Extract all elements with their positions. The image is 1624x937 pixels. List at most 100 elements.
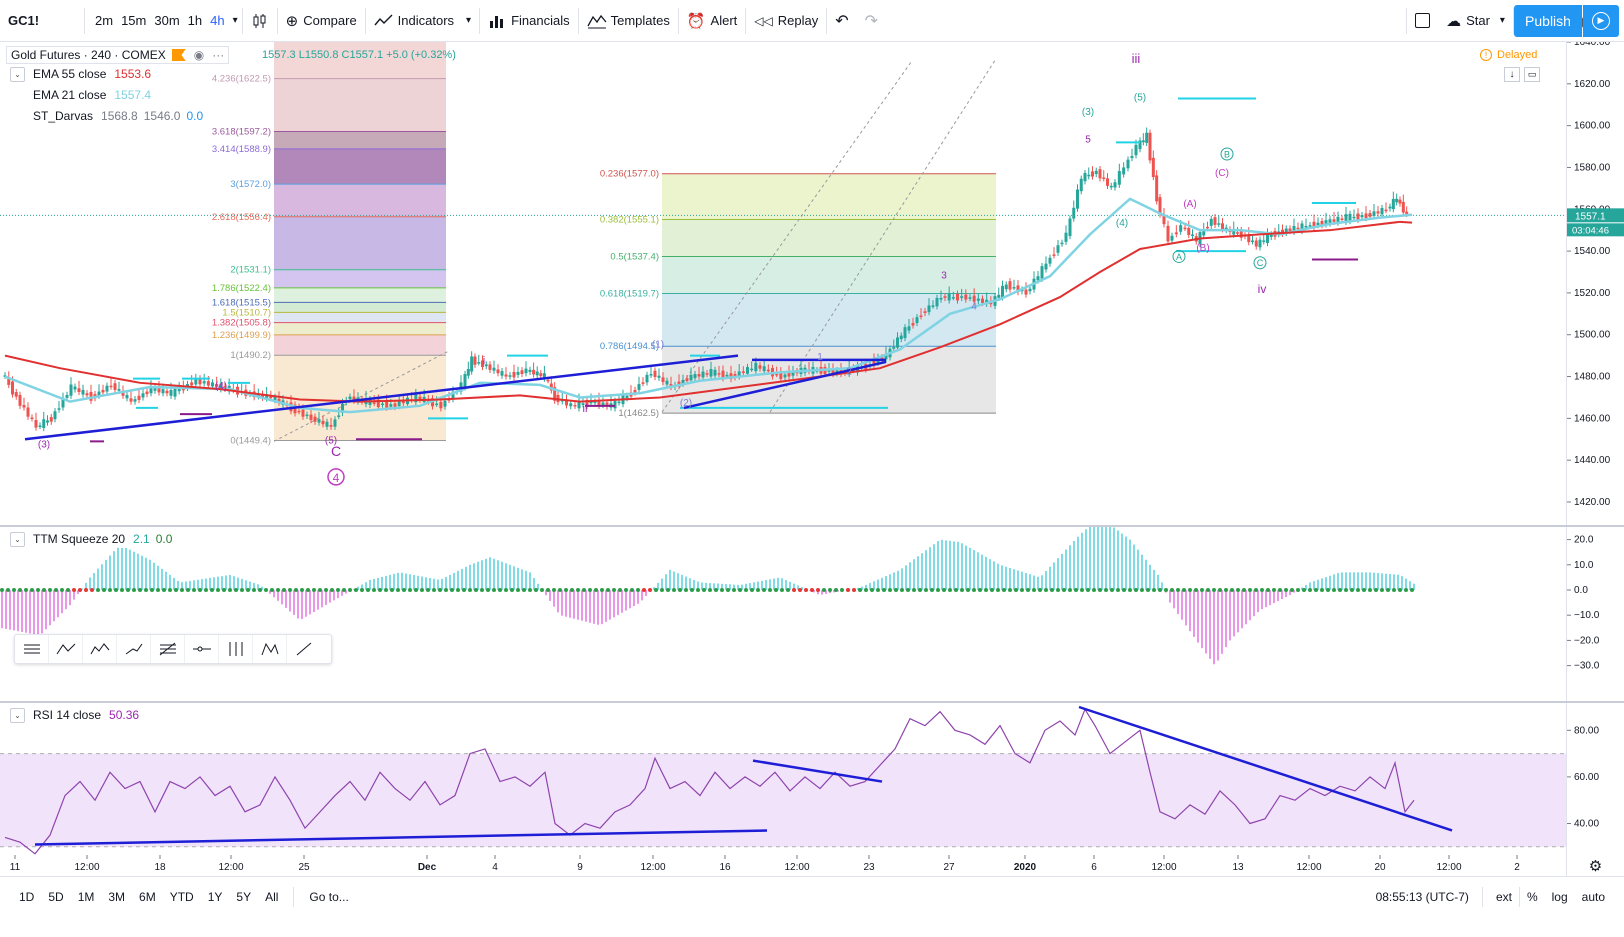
- candle-body: [754, 362, 758, 372]
- percent-toggle[interactable]: %: [1526, 890, 1538, 904]
- horizontal-ray-icon[interactable]: [185, 635, 219, 663]
- templates-button[interactable]: Templates: [579, 0, 678, 42]
- xabcd-pattern-icon[interactable]: [253, 635, 287, 663]
- vertical-lines-icon[interactable]: [219, 635, 253, 663]
- indicators-button[interactable]: Indicators ▾: [366, 0, 479, 42]
- divider: [293, 887, 295, 907]
- price-axis[interactable]: 1640.001620.001600.001580.001560.001540.…: [1566, 37, 1624, 525]
- range-3m[interactable]: 3M: [108, 890, 126, 904]
- candle-body: [65, 394, 69, 398]
- redo-icon[interactable]: ↷: [864, 12, 879, 30]
- ttm-pane[interactable]: [0, 527, 1566, 701]
- symbol-search[interactable]: GC1!: [8, 13, 40, 28]
- rsi-tick-label: 80.00: [1574, 725, 1599, 736]
- financials-button[interactable]: Financials: [480, 0, 578, 42]
- replay-button[interactable]: ◁◁ Replay: [746, 0, 826, 42]
- candle-body: [313, 416, 317, 422]
- publish-button[interactable]: Publish: [1514, 5, 1582, 37]
- gear-icon[interactable]: ⚙: [1566, 855, 1624, 876]
- ttm-dot: [618, 588, 622, 592]
- ext-toggle[interactable]: ext: [1495, 890, 1512, 904]
- chart-type-button[interactable]: [243, 0, 277, 42]
- darvas-legend[interactable]: ST_Darvas 1568.8 1546.0 0.0: [33, 107, 204, 125]
- trend-line-icon[interactable]: [287, 635, 321, 663]
- ttm-axis[interactable]: 30.020.010.00.0−10.0−20.0−30.0: [1566, 509, 1624, 701]
- range-ytd[interactable]: YTD: [169, 890, 194, 904]
- range-5y[interactable]: 5Y: [236, 890, 252, 904]
- more-icon[interactable]: ···: [212, 48, 225, 62]
- rsi-pane[interactable]: [0, 703, 1566, 855]
- price-chart[interactable]: 4.236(1622.5) 3.618(1597.2) 3.414(1588.9) 3…: [0, 42, 1566, 525]
- collapse-icon[interactable]: ⌄: [10, 66, 25, 82]
- arrow-down-icon[interactable]: ↓: [1504, 67, 1520, 82]
- collapse-icon[interactable]: ⌄: [10, 707, 25, 723]
- interval-2m[interactable]: 2m: [95, 13, 114, 28]
- interval-dropdown-icon[interactable]: ▾: [232, 15, 238, 26]
- candle-body: [81, 389, 85, 395]
- abc-pattern-icon[interactable]: [49, 635, 83, 663]
- clock-time[interactable]: 08:55:13 (UTC-7): [1375, 890, 1469, 904]
- range-1d[interactable]: 1D: [19, 890, 35, 904]
- compare-label: Compare: [303, 13, 357, 28]
- rsi-chart[interactable]: [0, 703, 1566, 855]
- interval-1h[interactable]: 1h: [187, 13, 203, 28]
- compare-button[interactable]: ⊕ Compare: [278, 0, 365, 42]
- range-6m[interactable]: 6M: [139, 890, 156, 904]
- collapse-icon[interactable]: ⌄: [10, 531, 25, 547]
- ttm-dot: [588, 588, 592, 592]
- ttm-dot: [72, 588, 76, 592]
- auto-toggle[interactable]: auto: [1581, 890, 1605, 904]
- eye-icon[interactable]: ◉: [193, 48, 205, 62]
- maximize-icon[interactable]: ▭: [1524, 67, 1540, 82]
- publish-play-button[interactable]: ▶: [1583, 5, 1619, 37]
- goto-button[interactable]: Go to...: [309, 890, 349, 904]
- path-icon[interactable]: [117, 635, 151, 663]
- interval-15m[interactable]: 15m: [121, 13, 147, 28]
- delayed-badge[interactable]: ! Delayed: [1480, 46, 1537, 64]
- range-1y[interactable]: 1Y: [207, 890, 223, 904]
- time-axis[interactable]: 11 12:00 18 12:00 25 Dec 4 9 12:00 16 12:00 23 27 202…: [0, 855, 1566, 876]
- candle-body: [211, 382, 214, 387]
- flag-icon[interactable]: [171, 49, 186, 61]
- interval-4h[interactable]: 4h: [210, 13, 225, 28]
- candle-body: [329, 425, 333, 427]
- time-tick-label: 12:00: [640, 862, 665, 873]
- rsi-legend[interactable]: ⌄ RSI 14 close 50.36: [10, 706, 140, 724]
- interval-30m[interactable]: 30m: [154, 13, 180, 28]
- ttm-dot: [606, 588, 610, 592]
- layout-button[interactable]: [1407, 0, 1438, 42]
- ttm-dot: [1410, 588, 1414, 592]
- candle-body: [38, 425, 42, 427]
- ema21-legend[interactable]: EMA 21 close 1557.4: [33, 86, 152, 104]
- pane-divider[interactable]: [0, 525, 1624, 527]
- ttm-dot: [96, 588, 100, 592]
- fib-ext-zone: [274, 334, 446, 356]
- ttm-chart[interactable]: [0, 527, 1566, 701]
- wave-pattern-icon[interactable]: [83, 635, 117, 663]
- log-toggle[interactable]: log: [1551, 890, 1568, 904]
- save-layout-button[interactable]: ☁ Star ▾: [1438, 0, 1513, 42]
- candle-body: [1247, 234, 1251, 243]
- ema55-legend[interactable]: ⌄ EMA 55 close 1553.6: [10, 65, 152, 83]
- range-5d[interactable]: 5D: [48, 890, 64, 904]
- symbol-legend[interactable]: Gold Futures · 240 · COMEX ◉ ···: [6, 46, 230, 64]
- ttm-axis-scale[interactable]: 30.020.010.00.0−10.0−20.0−30.0: [1567, 509, 1624, 701]
- candle-body: [439, 401, 443, 409]
- ttm-dot: [468, 588, 472, 592]
- price-pane[interactable]: 4.236(1622.5) 3.618(1597.2) 3.414(1588.9) 3…: [0, 42, 1566, 525]
- candle-body: [73, 386, 77, 390]
- ttm-legend[interactable]: ⌄ TTM Squeeze 20 2.1 0.0: [10, 530, 173, 548]
- horizontal-lines-icon[interactable]: [15, 635, 49, 663]
- pane-divider[interactable]: [0, 701, 1624, 703]
- alert-button[interactable]: ⏰ Alert: [679, 0, 745, 42]
- price-axis-scale[interactable]: 1640.001620.001600.001580.001560.001540.…: [1567, 37, 1624, 525]
- time-axis-scale[interactable]: 11 12:00 18 12:00 25 Dec 4 9 12:00 16 12:00 23 27 202…: [0, 855, 1566, 876]
- undo-icon[interactable]: ↶: [835, 12, 849, 30]
- fib-icon[interactable]: [151, 635, 185, 663]
- rsi-axis-scale[interactable]: 80.00 60.00 40.00: [1567, 703, 1624, 855]
- rsi-axis[interactable]: 80.00 60.00 40.00: [1566, 703, 1624, 855]
- divider: [241, 7, 243, 34]
- range-1m[interactable]: 1M: [77, 890, 95, 904]
- range-all[interactable]: All: [265, 890, 279, 904]
- candle-body: [1148, 132, 1152, 161]
